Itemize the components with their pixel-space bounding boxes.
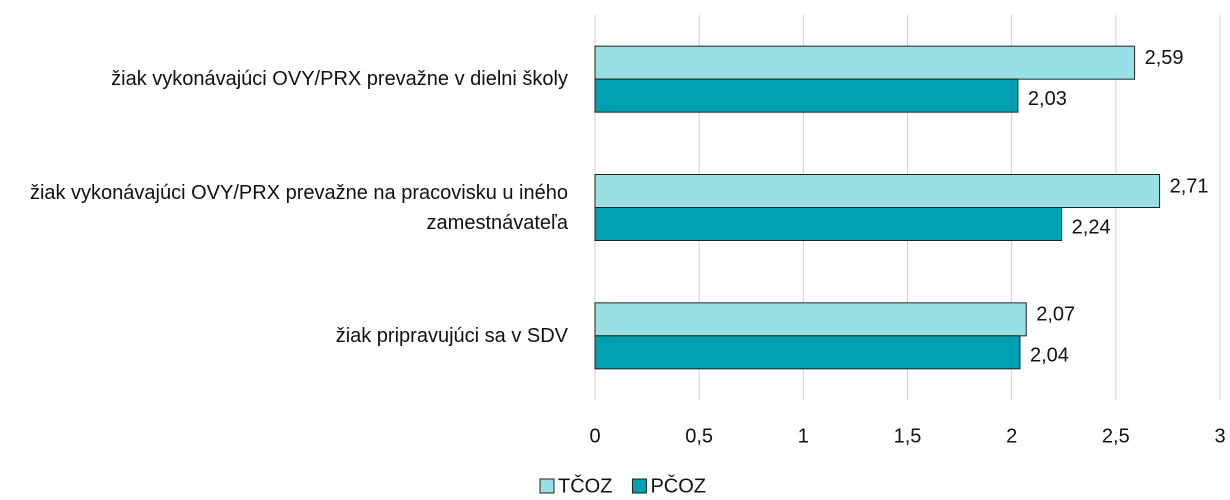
category-label: žiak pripravujúci sa v SDV (335, 324, 568, 347)
x-tick-label: 0,5 (685, 425, 713, 447)
bar (594, 78, 1019, 113)
category-label: žiak vykonávajúci OVY/PRX prevažne v die… (111, 68, 568, 91)
value-label: 2,24 (1072, 216, 1111, 238)
bar (594, 335, 1021, 370)
value-label: 2,04 (1030, 345, 1069, 367)
category-label: žiak vykonávajúci OVY/PRX prevažne na pr… (29, 181, 568, 234)
value-label: 2,07 (1036, 304, 1075, 326)
x-tick-label: 3 (1214, 425, 1225, 447)
bar (594, 302, 1027, 337)
value-label: 2,59 (1145, 47, 1184, 69)
x-tick-label: 2,5 (1102, 425, 1130, 447)
bar (594, 207, 1063, 241)
x-tick-label: 0 (589, 425, 600, 447)
bar (594, 45, 1136, 80)
value-label: 2,03 (1028, 88, 1067, 110)
value-label: 2,71 (1170, 175, 1209, 197)
legend-swatch (631, 478, 647, 494)
bar (594, 174, 1161, 208)
x-tick-label: 2 (1006, 425, 1017, 447)
legend-label: TČOZ (558, 474, 612, 497)
x-tick-label: 1 (798, 425, 809, 447)
legend-label: PČOZ (650, 474, 706, 497)
x-tick-label: 1,5 (894, 425, 922, 447)
legend-swatch (539, 478, 555, 494)
